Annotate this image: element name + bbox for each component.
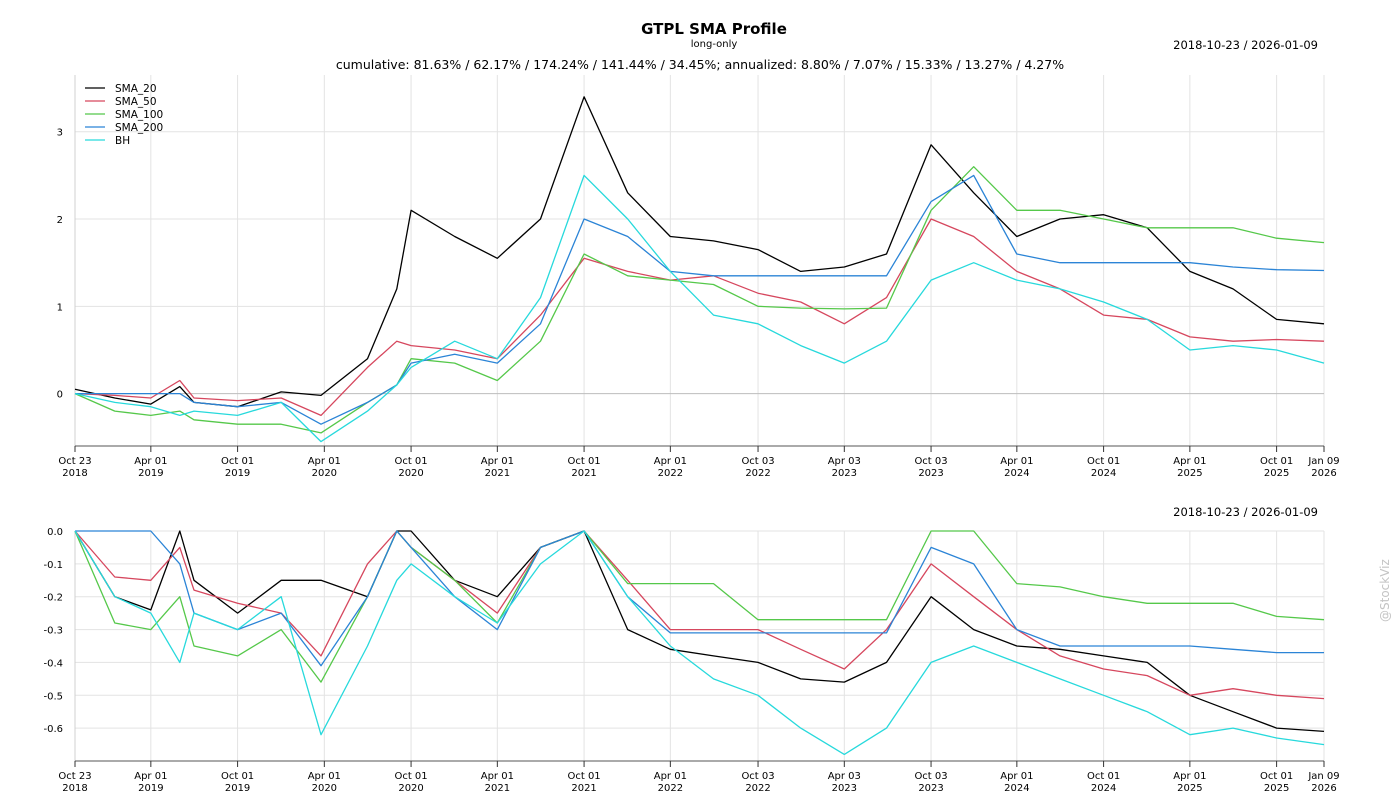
series-line-sma-50 [74, 530, 1325, 700]
legend-label: BH [115, 135, 130, 147]
x-tick-label: Oct 01 2024 [1087, 771, 1120, 794]
date-range-top: 2018-10-23 / 2026-01-09 [1173, 38, 1318, 52]
x-tick-label: Apr 01 2022 [654, 456, 687, 479]
x-tick-label: Oct 23 2018 [58, 771, 91, 794]
x-tick-label: Oct 01 2020 [394, 771, 427, 794]
x-tick-label: Oct 01 2025 [1260, 456, 1293, 479]
date-range-bottom: 2018-10-23 / 2026-01-09 [1173, 505, 1318, 519]
y-tick-label: 0.0 [47, 527, 63, 538]
y-tick-label: -0.1 [43, 560, 63, 571]
x-tick-label: Oct 23 2018 [58, 456, 91, 479]
series-line-sma-20 [74, 530, 1325, 733]
watermark: @StockViz [1378, 559, 1392, 622]
x-tick-label: Jan 09 2026 [1307, 771, 1339, 794]
legend-label: SMA_20 [115, 83, 157, 95]
x-tick-label: Apr 03 2023 [828, 456, 861, 479]
series-line-sma-100 [74, 166, 1325, 434]
x-tick-label: Oct 03 2023 [914, 771, 947, 794]
x-tick-label: Apr 03 2023 [828, 771, 861, 794]
x-tick-label: Oct 03 2023 [914, 456, 947, 479]
x-tick-label: Oct 01 2020 [394, 456, 427, 479]
x-tick-label: Jan 09 2026 [1307, 456, 1339, 479]
series-line-sma-200 [75, 530, 1324, 667]
x-tick-label: Apr 01 2019 [134, 456, 167, 479]
legend-label: SMA_100 [115, 109, 163, 121]
chart-subtitle: long-only [690, 39, 738, 50]
x-tick-label: Oct 01 2025 [1260, 771, 1293, 794]
y-tick-label: -0.3 [43, 626, 63, 637]
x-tick-label: Apr 01 2022 [654, 771, 687, 794]
x-tick-label: Oct 01 2019 [221, 456, 254, 479]
series-line-sma-200 [75, 174, 1325, 425]
series-line-bh [74, 530, 1325, 756]
series-line-sma-50 [74, 218, 1325, 417]
x-tick-label: Oct 01 2021 [567, 456, 600, 479]
y-tick-label: 1 [57, 302, 63, 313]
y-tick-label: 2 [57, 215, 63, 226]
x-tick-label: Apr 01 2024 [1000, 456, 1033, 479]
x-tick-label: Apr 01 2019 [134, 771, 167, 794]
x-tick-label: Apr 01 2025 [1173, 456, 1206, 479]
panel-top: 0 1 2 3 Oct 23 2018 Apr 01 2019 Oct 01 2019 Apr 01… [57, 75, 1340, 479]
y-tick-label: 3 [57, 128, 63, 139]
y-tick-label: 0 [57, 390, 63, 401]
x-tick-label: Oct 03 2022 [741, 456, 774, 479]
legend-label: SMA_200 [115, 122, 163, 134]
x-tick-label: Oct 01 2024 [1087, 456, 1120, 479]
x-tick-label: Oct 01 2021 [567, 771, 600, 794]
panel-bottom: 0.0 -0.1 -0.2 -0.3 -0.4 -0.5 -0.6 Oct 23 2018 Apr… [43, 527, 1339, 794]
x-tick-label: Apr 01 2021 [481, 456, 514, 479]
y-tick-label: -0.5 [43, 691, 63, 702]
performance-stats: cumulative: 81.63% / 62.17% / 174.24% / … [335, 57, 1065, 72]
chart-title: GTPL SMA Profile [641, 20, 787, 38]
x-tick-label: Apr 01 2020 [308, 456, 341, 479]
series-line-sma-100 [74, 530, 1325, 683]
y-tick-label: -0.6 [43, 724, 63, 735]
x-tick-label: Oct 01 2019 [221, 771, 254, 794]
x-tick-label: Apr 01 2020 [308, 771, 341, 794]
legend-label: SMA_50 [115, 96, 157, 108]
y-tick-label: -0.2 [43, 593, 63, 604]
x-tick-label: Oct 03 2022 [741, 771, 774, 794]
x-tick-label: Apr 01 2021 [481, 771, 514, 794]
x-tick-label: Apr 01 2024 [1000, 771, 1033, 794]
x-tick-label: Apr 01 2025 [1173, 771, 1206, 794]
series-line-bh [74, 174, 1325, 443]
y-tick-label: -0.4 [43, 658, 63, 669]
series-line-sma-20 [74, 96, 1325, 408]
